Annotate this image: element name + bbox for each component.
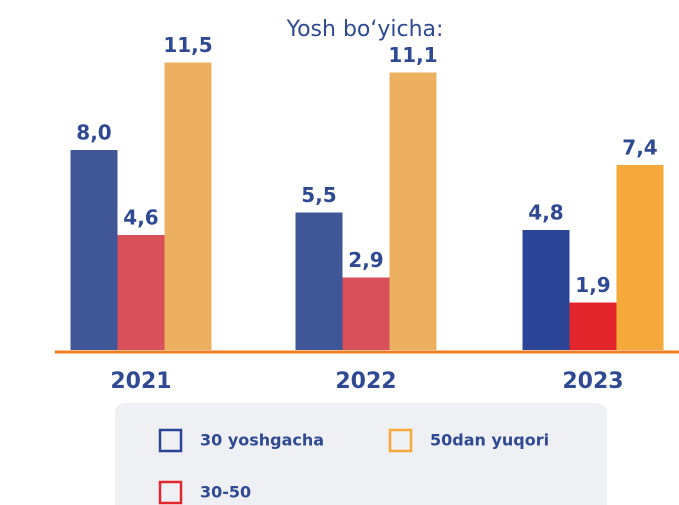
bar xyxy=(616,165,664,350)
bar xyxy=(569,302,617,350)
bar xyxy=(164,62,212,350)
data-label: 1,9 xyxy=(575,273,610,297)
data-label: 4,8 xyxy=(528,201,563,225)
data-label: 4,6 xyxy=(123,206,158,230)
legend-label: 30-50 xyxy=(200,483,251,502)
bar xyxy=(342,277,390,350)
legend-swatch xyxy=(158,428,183,453)
data-label: 5,5 xyxy=(301,183,336,207)
data-label: 7,4 xyxy=(622,136,657,160)
chart-title: Yosh bo‘yicha: xyxy=(286,17,444,42)
x-tick-label: 2023 xyxy=(562,369,623,394)
legend-label: 50dan yuqori xyxy=(430,431,549,450)
bar xyxy=(295,212,343,350)
data-label: 11,5 xyxy=(163,33,212,57)
bar xyxy=(117,235,165,350)
legend-label: 30 yoshgacha xyxy=(200,431,324,450)
data-label: 11,1 xyxy=(388,43,437,67)
data-label: 8,0 xyxy=(76,121,111,145)
bar xyxy=(522,230,570,350)
legend-swatch xyxy=(388,428,413,453)
legend-swatch xyxy=(158,480,183,505)
x-tick-label: 2021 xyxy=(110,369,171,394)
bar xyxy=(389,72,437,350)
bar xyxy=(70,150,118,350)
legend-box xyxy=(115,403,607,505)
x-tick-label: 2022 xyxy=(335,369,396,394)
data-label: 2,9 xyxy=(348,248,383,272)
